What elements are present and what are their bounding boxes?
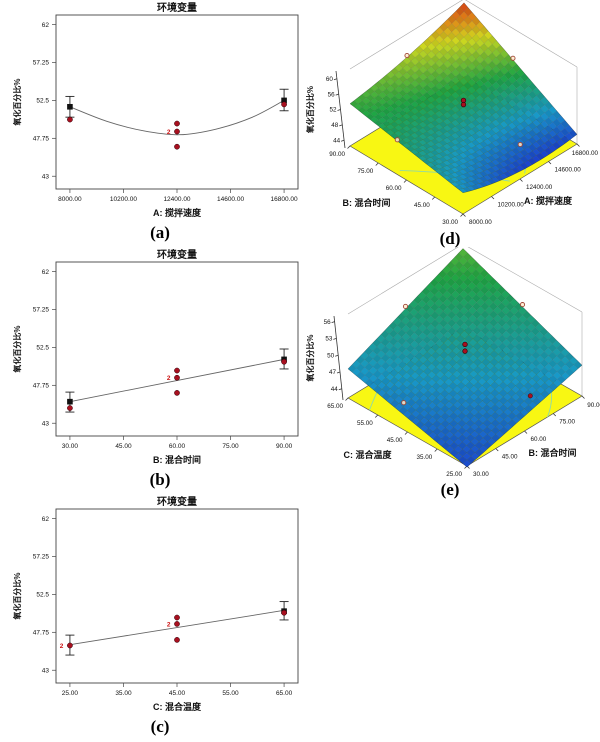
svg-text:45.00: 45.00 [115,443,132,450]
svg-text:62: 62 [42,269,50,276]
svg-text:52.5: 52.5 [36,345,49,352]
svg-text:55.00: 55.00 [357,420,373,427]
svg-text:57.25: 57.25 [33,307,50,314]
svg-text:35.00: 35.00 [416,454,432,461]
svg-text:12400.00: 12400.00 [163,196,190,203]
svg-text:B: 混合时间: B: 混合时间 [343,197,391,208]
svg-text:47.75: 47.75 [33,630,50,637]
caption-e: (e) [440,480,460,499]
svg-text:2: 2 [167,129,171,136]
svg-text:A: 搅拌速度: A: 搅拌速度 [153,207,202,218]
svg-text:50: 50 [327,352,335,359]
svg-text:56: 56 [328,91,336,98]
svg-text:30.00: 30.00 [473,471,489,478]
svg-text:30.00: 30.00 [62,443,79,450]
svg-text:52: 52 [329,107,337,114]
svg-text:35.00: 35.00 [115,690,132,697]
svg-text:12400.00: 12400.00 [526,184,553,191]
svg-text:52.5: 52.5 [36,592,49,599]
svg-text:10200.00: 10200.00 [498,202,525,209]
figure-panel-d: 90.00 8000.00 75.00 10200.00 60.00 12400.00 45… [300,0,600,248]
svg-text:62: 62 [42,22,50,29]
svg-text:C: 混合温度: C: 混合温度 [344,449,393,460]
svg-text:45.00: 45.00 [387,437,403,444]
svg-text:30.00: 30.00 [442,219,458,226]
svg-text:8000.00: 8000.00 [469,219,492,226]
caption-a: (a) [150,223,170,242]
svg-text:环境变量: 环境变量 [157,496,197,508]
caption-b: (b) [149,470,171,489]
svg-text:45.00: 45.00 [414,202,430,209]
svg-text:环境变量: 环境变量 [157,249,197,261]
svg-text:75.00: 75.00 [559,419,575,426]
svg-text:氧化百分比%: 氧化百分比% [12,572,22,620]
svg-text:48: 48 [331,122,339,129]
svg-text:25.00: 25.00 [62,690,79,697]
svg-text:45.00: 45.00 [169,690,186,697]
svg-text:47: 47 [329,369,337,376]
caption-c: (c) [150,717,170,736]
svg-text:2: 2 [167,621,171,628]
svg-text:60.00: 60.00 [386,185,402,192]
svg-text:90.00: 90.00 [329,151,345,158]
surface-plot-e: 65.00 30.00 55.00 45.00 45.00 60.00 35.00 75.00… [305,247,600,478]
svg-text:16800.00: 16800.00 [572,150,599,157]
svg-text:44: 44 [331,386,339,393]
svg-text:25.00: 25.00 [446,471,462,478]
svg-text:60.00: 60.00 [531,436,547,443]
one-factor-plot-c: 环境变量 43 47.75 52.5 57.25 62 25.00 35.00 45.00 55.… [12,496,299,712]
svg-text:14600.00: 14600.00 [217,196,244,203]
svg-text:43: 43 [42,173,50,180]
svg-text:47.75: 47.75 [33,383,50,390]
svg-text:75.00: 75.00 [357,168,373,175]
svg-text:45.00: 45.00 [502,454,518,461]
svg-text:43: 43 [42,667,50,674]
svg-text:55.00: 55.00 [222,690,239,697]
svg-text:2: 2 [60,643,64,650]
svg-text:8000.00: 8000.00 [58,196,82,203]
figure-panel-b: 环境变量 43 47.75 52.5 57.25 62 30.00 45.00 60.00 75.… [10,249,310,489]
svg-text:53: 53 [325,336,333,343]
surface-plot-d: 90.00 8000.00 75.00 10200.00 60.00 12400.00 45… [305,0,599,226]
figure-panel-c: 环境变量 43 47.75 52.5 57.25 62 25.00 35.00 45.00 55.… [10,496,310,736]
svg-text:B: 混合时间: B: 混合时间 [529,447,577,458]
svg-text:90.00: 90.00 [276,443,293,450]
svg-text:57.25: 57.25 [33,554,50,561]
svg-text:氧化百分比%: 氧化百分比% [305,86,315,134]
one-factor-plot-b: 环境变量 43 47.75 52.5 57.25 62 30.00 45.00 60.00 75.… [12,249,299,465]
svg-text:47.75: 47.75 [33,136,50,143]
svg-text:65.00: 65.00 [276,690,293,697]
svg-text:氧化百分比%: 氧化百分比% [12,325,22,373]
svg-text:氧化百分比%: 氧化百分比% [305,334,315,382]
svg-text:环境变量: 环境变量 [157,2,197,14]
figure-panel-a: 环境变量 43 47.75 52.5 57.25 62 8000.00 10200.00 124… [10,2,310,242]
svg-text:60.00: 60.00 [169,443,186,450]
svg-text:A: 搅拌速度: A: 搅拌速度 [524,195,573,206]
svg-text:C: 混合温度: C: 混合温度 [153,701,202,712]
svg-text:57.25: 57.25 [33,60,50,67]
one-factor-plot-a: 环境变量 43 47.75 52.5 57.25 62 8000.00 10200.00 124… [12,2,299,218]
svg-text:90.00: 90.00 [587,402,600,409]
svg-text:10200.00: 10200.00 [110,196,137,203]
svg-text:2: 2 [167,375,171,382]
svg-text:56: 56 [324,319,332,326]
svg-text:62: 62 [42,516,50,523]
svg-text:65.00: 65.00 [327,403,343,410]
svg-text:氧化百分比%: 氧化百分比% [12,78,22,126]
svg-text:14600.00: 14600.00 [555,167,582,174]
svg-text:B: 混合时间: B: 混合时间 [153,454,201,465]
svg-text:43: 43 [42,420,50,427]
svg-text:60: 60 [326,76,334,83]
figure-panel-e: 65.00 30.00 55.00 45.00 45.00 60.00 35.00 75.00… [300,247,600,499]
svg-text:52.5: 52.5 [36,98,49,105]
svg-text:16800.00: 16800.00 [271,196,298,203]
svg-text:44: 44 [333,138,341,145]
caption-d: (d) [439,229,461,248]
svg-text:75.00: 75.00 [222,443,239,450]
